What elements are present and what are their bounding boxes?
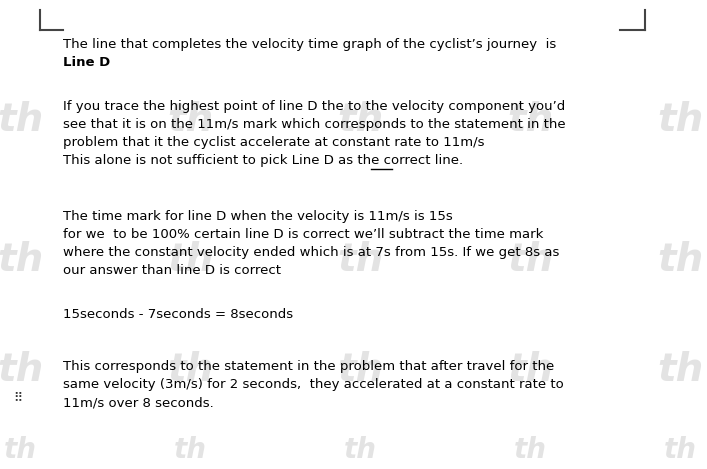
Text: th: th bbox=[167, 351, 213, 389]
Text: th: th bbox=[507, 351, 553, 389]
Text: th: th bbox=[513, 436, 547, 464]
Text: th: th bbox=[337, 351, 383, 389]
Text: Line D: Line D bbox=[63, 56, 110, 69]
Text: th: th bbox=[657, 241, 703, 279]
Text: th: th bbox=[173, 436, 206, 464]
Text: th: th bbox=[0, 351, 43, 389]
Text: th: th bbox=[0, 241, 43, 279]
Text: th: th bbox=[0, 101, 43, 139]
Text: th: th bbox=[663, 436, 696, 464]
Text: th: th bbox=[167, 101, 213, 139]
Text: th: th bbox=[337, 241, 383, 279]
Text: same velocity (3m/s) for 2 seconds,  they accelerated at a constant rate to: same velocity (3m/s) for 2 seconds, they… bbox=[63, 378, 563, 391]
Text: The time mark for line D when the velocity is 11m/s is 15s: The time mark for line D when the veloci… bbox=[63, 210, 452, 223]
Text: If you trace the highest point of line D the to the velocity component you’d: If you trace the highest point of line D… bbox=[63, 100, 566, 113]
Text: for we  to be 100% certain line D is correct we’ll subtract the time mark: for we to be 100% certain line D is corr… bbox=[63, 228, 544, 241]
Text: ⠿: ⠿ bbox=[13, 392, 23, 404]
Text: th: th bbox=[344, 436, 377, 464]
Text: th: th bbox=[507, 241, 553, 279]
Text: 11m/s over 8 seconds.: 11m/s over 8 seconds. bbox=[63, 396, 214, 409]
Text: The line that completes the velocity time graph of the cyclist’s journey  is: The line that completes the velocity tim… bbox=[63, 38, 556, 51]
Text: th: th bbox=[167, 241, 213, 279]
Text: th: th bbox=[337, 101, 383, 139]
Text: This alone is not sufficient to pick Line D as the correct line.: This alone is not sufficient to pick Lin… bbox=[63, 154, 463, 167]
Text: problem that it the cyclist accelerate at constant rate to 11m/s: problem that it the cyclist accelerate a… bbox=[63, 136, 484, 149]
Text: our answer than line D is correct: our answer than line D is correct bbox=[63, 264, 281, 277]
Text: 15seconds - 7seconds = 8seconds: 15seconds - 7seconds = 8seconds bbox=[63, 308, 293, 321]
Text: where the constant velocity ended which is at 7s from 15s. If we get 8s as: where the constant velocity ended which … bbox=[63, 246, 559, 259]
Text: th: th bbox=[507, 101, 553, 139]
Text: th: th bbox=[4, 436, 37, 464]
Text: th: th bbox=[657, 351, 703, 389]
Text: This corresponds to the statement in the problem that after travel for the: This corresponds to the statement in the… bbox=[63, 360, 554, 373]
Text: see that it is on the 11m/s mark which corresponds to the statement in the: see that it is on the 11m/s mark which c… bbox=[63, 118, 566, 131]
Text: th: th bbox=[657, 101, 703, 139]
